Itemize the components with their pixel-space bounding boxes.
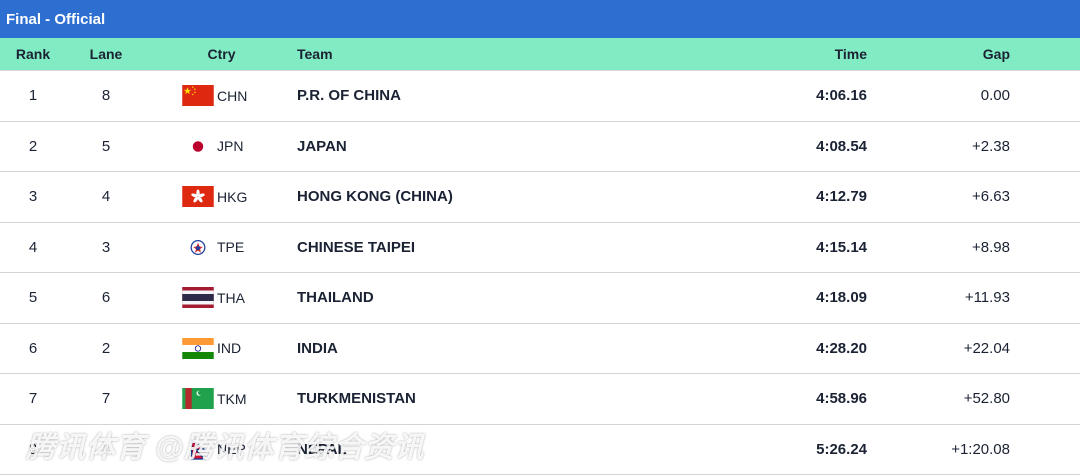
rank-cell: 6: [28, 339, 38, 357]
country-cell: HKG: [146, 186, 297, 208]
country-cell: JPN: [146, 135, 297, 157]
column-header-team[interactable]: Team: [297, 46, 333, 62]
country-code: TKM: [217, 390, 247, 407]
table-header: Rank Lane Ctry Team Time Gap: [0, 38, 1080, 71]
nepal-flag-icon: [182, 438, 214, 460]
lane-cell: 8: [101, 87, 111, 105]
country-cell: IND: [146, 337, 297, 359]
gap-cell: +6.63: [972, 188, 1010, 206]
team-name[interactable]: HONG KONG (CHINA): [297, 188, 453, 206]
page-title: Final - Official: [6, 10, 106, 28]
team-name[interactable]: TURKMENISTAN: [297, 390, 416, 408]
rank-cell: 5: [28, 289, 38, 307]
time-cell: 4:28.20: [816, 339, 867, 357]
gap-cell: +22.04: [963, 339, 1010, 357]
column-header-ctry[interactable]: Ctry: [207, 46, 236, 62]
table-row[interactable]: 1 8 CHN P.R. OF CHINA 4:06.16 0.00: [0, 71, 1080, 122]
column-header-time[interactable]: Time: [834, 46, 867, 62]
hong-kong-flag-icon: [182, 186, 214, 208]
team-name[interactable]: INDIA: [297, 339, 338, 357]
time-cell: 4:12.79: [816, 188, 867, 206]
country-cell: TKM: [146, 388, 297, 410]
gap-cell: +52.80: [963, 390, 1010, 408]
country-cell: THA: [146, 287, 297, 309]
lane-cell: 4: [101, 188, 111, 206]
time-cell: 4:15.14: [816, 238, 867, 256]
gap-cell: 0.00: [980, 87, 1010, 105]
time-cell: 4:18.09: [816, 289, 867, 307]
team-name[interactable]: CHINESE TAIPEI: [297, 238, 416, 256]
gap-cell: +1:20.08: [951, 440, 1010, 458]
country-code: HKG: [217, 188, 248, 205]
rank-cell: 4: [28, 238, 38, 256]
chinese-taipei-flag-icon: [182, 236, 214, 258]
results-table-body: 1 8 CHN P.R. OF CHINA 4:06.16 0.00 2 5: [0, 71, 1080, 475]
column-header-rank[interactable]: Rank: [15, 46, 51, 62]
table-row[interactable]: 4 3 TPE CHINESE TAIPEI 4:15.14 +8.98: [0, 222, 1080, 273]
lane-cell: 7: [101, 390, 111, 408]
table-row[interactable]: 6 2 IND INDIA 4:28.20 +22.04: [0, 323, 1080, 374]
gap-cell: +11.93: [964, 289, 1010, 307]
lane-cell: 3: [101, 238, 111, 256]
table-row[interactable]: 2 5 JPN JAPAN 4:08.54 +2.38: [0, 121, 1080, 172]
country-code: CHN: [217, 87, 248, 104]
results-title-bar: Final - Official: [0, 0, 1080, 38]
time-cell: 4:06.16: [816, 87, 867, 105]
gap-cell: +8.98: [972, 238, 1010, 256]
country-cell: CHN: [146, 85, 297, 107]
lane-cell: 5: [101, 137, 111, 155]
japan-flag-icon: [182, 135, 214, 157]
lane-cell: 1: [101, 440, 111, 458]
gap-cell: +2.38: [972, 137, 1010, 155]
country-code: TPE: [217, 239, 245, 256]
country-code: THA: [217, 289, 245, 306]
country-code: IND: [217, 340, 242, 357]
thailand-flag-icon: [182, 287, 214, 309]
country-code: NEP: [217, 441, 246, 458]
team-name[interactable]: THAILAND: [297, 289, 374, 307]
team-name[interactable]: JAPAN: [297, 137, 347, 155]
rank-cell: 2: [28, 137, 38, 155]
table-row[interactable]: 8 1 NEP NEPAL 5:26.24 +1:20.08: [0, 424, 1080, 475]
lane-cell: 2: [101, 339, 111, 357]
team-name[interactable]: P.R. OF CHINA: [297, 87, 401, 105]
time-cell: 4:58.96: [816, 390, 867, 408]
rank-cell: 1: [28, 87, 38, 105]
rank-cell: 7: [28, 390, 38, 408]
lane-cell: 6: [101, 289, 111, 307]
column-header-gap[interactable]: Gap: [982, 46, 1010, 62]
table-row[interactable]: 5 6 THA THAILAND 4:18.09 +11.93: [0, 273, 1080, 324]
rank-cell: 3: [28, 188, 38, 206]
country-cell: NEP: [146, 438, 297, 460]
time-cell: 4:08.54: [816, 137, 867, 155]
china-flag-icon: [182, 85, 214, 107]
rank-cell: 8: [28, 440, 38, 458]
time-cell: 5:26.24: [816, 440, 867, 458]
table-row[interactable]: 7 7 TKM TURKMENISTAN 4:58.96 +52.80: [0, 374, 1080, 425]
india-flag-icon: [182, 337, 214, 359]
turkmenistan-flag-icon: [182, 388, 214, 410]
column-header-lane[interactable]: Lane: [89, 46, 123, 62]
table-row[interactable]: 3 4 HKG HONG KONG (CHINA) 4:12.79 +6.63: [0, 172, 1080, 223]
country-code: JPN: [217, 138, 244, 155]
team-name[interactable]: NEPAL: [297, 440, 347, 458]
country-cell: TPE: [146, 236, 297, 258]
